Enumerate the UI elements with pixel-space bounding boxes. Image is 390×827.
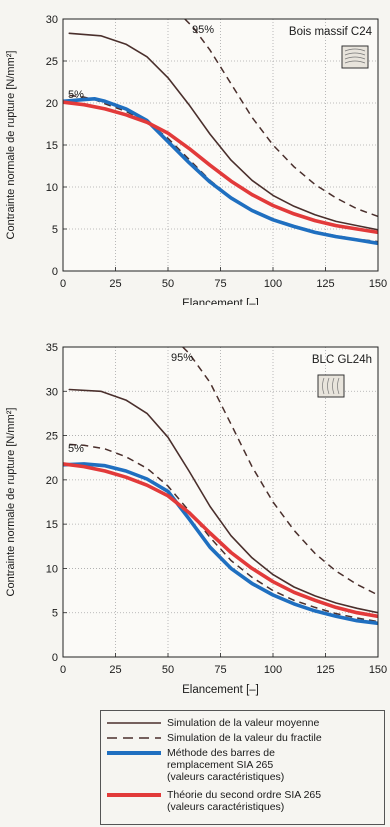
- annotation-5: 5%: [68, 443, 84, 455]
- tick-label-y: 0: [52, 652, 58, 664]
- series-group: [63, 347, 378, 626]
- legend-label: Simulation de la valeur moyenne: [167, 717, 320, 729]
- lamella-line: [337, 377, 340, 395]
- plot-frame: [62, 346, 379, 658]
- lamella-line: [327, 377, 330, 395]
- tick-label-y: 5: [52, 224, 58, 236]
- tick-label-y: 30: [46, 14, 58, 26]
- annotation-95: 95%: [171, 352, 193, 364]
- series-line-second_order: [63, 100, 378, 235]
- y-axis-label: Contrainte normale de rupture [N/mm²]: [5, 51, 17, 240]
- chart-blc: 0 25 50 75 100 125 150 0 5 10 15 20 25 30 35 95% 5% BLC G…: [5, 342, 387, 696]
- annotation-5: 5%: [68, 89, 84, 101]
- legend-swatch-fractile: [107, 737, 161, 739]
- series-line-mean: [68, 388, 378, 614]
- series-line-second_order: [63, 462, 378, 619]
- tick-label-y: 25: [46, 431, 58, 443]
- series-line-p5: [69, 443, 378, 623]
- y-axis-label: Contrainte normale de rupture [N/mm²]: [5, 408, 17, 597]
- tick-label-x: 25: [109, 278, 121, 290]
- wood-section-icon: [317, 374, 345, 398]
- tick-label-y: 15: [46, 140, 58, 152]
- lamella-line: [332, 377, 335, 395]
- tick-label-x: 125: [316, 664, 334, 676]
- annotation-95: 95%: [192, 24, 214, 36]
- material-label: BLC GL24h: [312, 354, 372, 366]
- tick-label-x: 150: [369, 664, 387, 676]
- plot-frame: [62, 18, 379, 272]
- chart-bois-massif: 0 25 50 75 100 125 150 0 5 10 15 20 25 30 95% 5% Bois ma…: [5, 14, 387, 305]
- tick-label-x: 25: [109, 664, 121, 676]
- tick-label-x: 75: [214, 278, 226, 290]
- series-line-sia_bars: [63, 97, 378, 246]
- tick-label-x: 0: [60, 664, 66, 676]
- legend-label: Méthode des barres de remplacement SIA 2…: [167, 747, 285, 783]
- legend: Simulation de la valeur moyenne Simulati…: [100, 710, 385, 825]
- tick-label-y: 15: [46, 519, 58, 531]
- wood-grain: [344, 48, 366, 52]
- tick-label-x: 0: [60, 278, 66, 290]
- tick-label-x: 50: [162, 664, 174, 676]
- tick-label-y: 30: [46, 386, 58, 398]
- tick-label-y: 5: [52, 608, 58, 620]
- legend-label: Simulation de la valeur du fractile: [167, 732, 322, 744]
- tick-label-x: 150: [369, 278, 387, 290]
- series-group: [63, 19, 378, 246]
- tick-label-y: 10: [46, 182, 58, 194]
- tick-label-x: 125: [316, 278, 334, 290]
- tick-label-y: 20: [46, 475, 58, 487]
- tick-label-y: 35: [46, 342, 58, 354]
- lamella-line: [322, 377, 325, 395]
- legend-swatch-mean: [107, 722, 161, 724]
- tick-label-x: 100: [264, 278, 282, 290]
- tick-label-y: 25: [46, 56, 58, 68]
- tick-label-y: 20: [46, 98, 58, 110]
- legend-swatch-sia-bars: [107, 751, 161, 755]
- wood-grain: [344, 56, 366, 60]
- legend-swatch-second-order: [107, 793, 161, 797]
- wood-grain: [344, 60, 366, 64]
- tick-label-x: 50: [162, 278, 174, 290]
- x-axis-label: Elancement [–]: [182, 298, 259, 305]
- series-line-mean: [68, 32, 378, 231]
- wood-grain: [344, 52, 366, 56]
- series-line-p95: [184, 19, 378, 218]
- x-axis-label: Elancement [–]: [182, 684, 259, 696]
- tick-label-x: 75: [214, 664, 226, 676]
- material-label: Bois massif C24: [289, 26, 373, 38]
- tick-label-x: 100: [264, 664, 282, 676]
- tick-label-y: 10: [46, 563, 58, 575]
- tick-label-y: 0: [52, 266, 58, 278]
- legend-label: Théorie du second ordre SIA 265 (valeurs…: [167, 789, 322, 813]
- series-line-sia_bars: [63, 462, 378, 626]
- series-line-p95: [182, 347, 378, 596]
